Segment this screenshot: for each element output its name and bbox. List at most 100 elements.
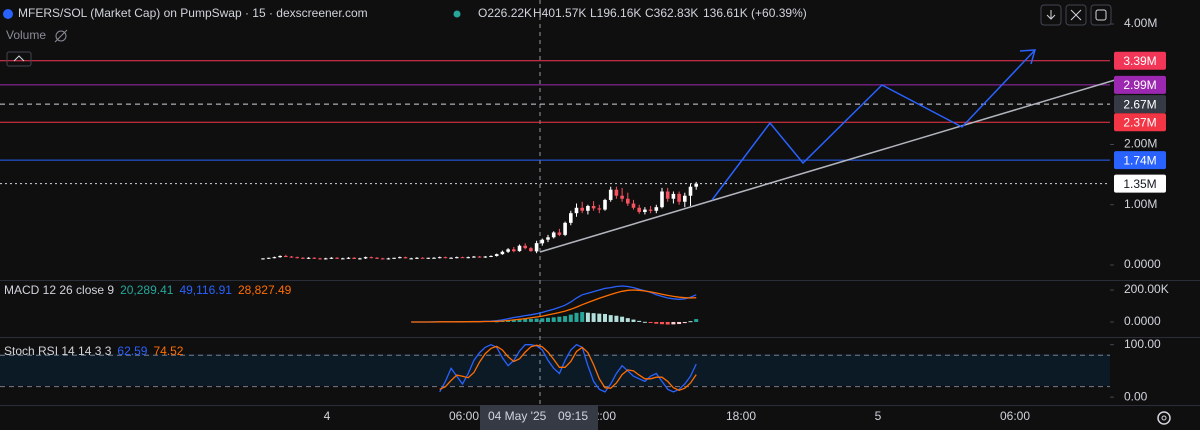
candle-body — [580, 207, 584, 211]
candle-body — [660, 191, 664, 208]
drawings — [539, 49, 1116, 253]
candle-body — [301, 257, 305, 259]
candle-body — [261, 258, 265, 260]
histogram-bar — [546, 317, 550, 322]
candle-body — [426, 257, 431, 259]
candle-body — [409, 258, 413, 260]
maximize-button[interactable] — [1090, 4, 1112, 26]
candle-body — [460, 257, 465, 259]
ohlc-label: O226.22K — [478, 6, 532, 20]
price-level-label: 1.74M — [1123, 153, 1156, 167]
histogram-bar — [517, 319, 522, 322]
candle-body — [363, 257, 368, 259]
y-tick-label: 200.00K — [1124, 282, 1169, 296]
candle-body — [626, 198, 630, 204]
y-tick-label: 0.0000 — [1124, 257, 1161, 271]
candle-body — [312, 257, 317, 259]
candle-body — [529, 248, 533, 252]
candle-body — [346, 257, 351, 259]
candle-body — [432, 257, 436, 259]
histogram-bar — [568, 314, 573, 322]
candle-body — [671, 193, 676, 199]
histogram-bar — [620, 316, 625, 322]
candle-body — [272, 257, 277, 259]
candle-body — [614, 189, 619, 196]
indicator-line — [411, 289, 697, 323]
candle-body — [483, 256, 488, 258]
x-tick-label: 4 — [324, 409, 331, 423]
candle-body — [517, 245, 522, 252]
volume-hide-icon[interactable] — [54, 29, 68, 43]
histogram-bar — [528, 318, 533, 322]
histogram-bar — [614, 315, 619, 322]
histogram-bar — [511, 319, 516, 322]
histogram-bar — [654, 321, 659, 324]
candle-body — [284, 255, 288, 257]
close-button[interactable] — [1065, 4, 1087, 26]
histogram-bar — [677, 321, 682, 325]
histogram-bar — [534, 318, 539, 322]
histogram-bar — [671, 321, 676, 325]
y-tick-label: 0.0000 — [1124, 314, 1161, 328]
x-tick-label: 06:00 — [1000, 409, 1030, 423]
candle-body — [631, 203, 636, 208]
candle-body — [329, 257, 334, 259]
candle-body — [437, 257, 442, 259]
price-level-label: 2.99M — [1123, 78, 1156, 92]
projection-path — [711, 49, 1036, 201]
indicator-value: 74.52 — [153, 344, 183, 358]
price-level-tag — [1114, 95, 1166, 114]
candle-body — [620, 195, 624, 199]
price-level-tag — [1114, 113, 1166, 132]
candle-body — [323, 258, 328, 260]
candle-body — [415, 257, 419, 259]
price-level-tag — [1114, 151, 1166, 170]
candle-body — [369, 257, 374, 259]
candle-body — [392, 257, 396, 259]
candle-body — [278, 255, 282, 258]
histogram-bar — [682, 321, 687, 324]
y-tick-label: 2.00M — [1124, 137, 1157, 151]
candle-body — [557, 232, 562, 235]
crosshair-time-box — [480, 405, 598, 430]
candle-body — [403, 257, 408, 259]
move-down-button[interactable] — [1040, 4, 1062, 26]
projection-arrowhead — [1019, 49, 1037, 65]
candle-body — [597, 208, 602, 210]
candle-body — [603, 199, 607, 210]
candle-body — [443, 257, 448, 259]
histogram-bar — [648, 321, 653, 323]
indicator-value: 20,289.41 — [120, 283, 174, 297]
candle-body — [455, 257, 459, 259]
candle-body — [375, 257, 379, 259]
candle-body — [295, 257, 299, 259]
candle-body — [563, 222, 567, 235]
arrow-icon — [1046, 10, 1056, 20]
candle-body — [477, 256, 482, 258]
indicator-line — [439, 344, 697, 392]
candle-body — [500, 251, 505, 255]
candle-body — [266, 257, 271, 259]
crosshair-date: 04 May '25 — [488, 409, 547, 423]
x-tick-label: 18:00 — [726, 409, 756, 423]
collapse-button[interactable] — [6, 51, 32, 67]
candle-body — [540, 239, 545, 244]
candle-body — [683, 195, 687, 202]
histogram-bar — [585, 312, 590, 322]
candle-body — [586, 205, 590, 211]
histogram-bar — [557, 316, 562, 322]
candle-body — [335, 257, 339, 259]
histogram-bar — [603, 313, 607, 322]
volume-label: Volume — [6, 28, 46, 42]
settings-button[interactable] — [1157, 411, 1171, 425]
candle-body — [694, 183, 698, 187]
crosshair-time: 09:15 — [558, 409, 588, 423]
ohlc-label: C362.83K — [645, 6, 698, 20]
candle-body — [494, 254, 499, 256]
indicator-value: 28,827.49 — [238, 283, 292, 297]
chart-title: MFERS/SOL (Market Cap) on PumpSwap · 15 … — [18, 6, 368, 20]
candle-body — [648, 209, 653, 211]
price-level-label: 2.37M — [1123, 115, 1156, 129]
symbol-icon — [3, 9, 13, 19]
